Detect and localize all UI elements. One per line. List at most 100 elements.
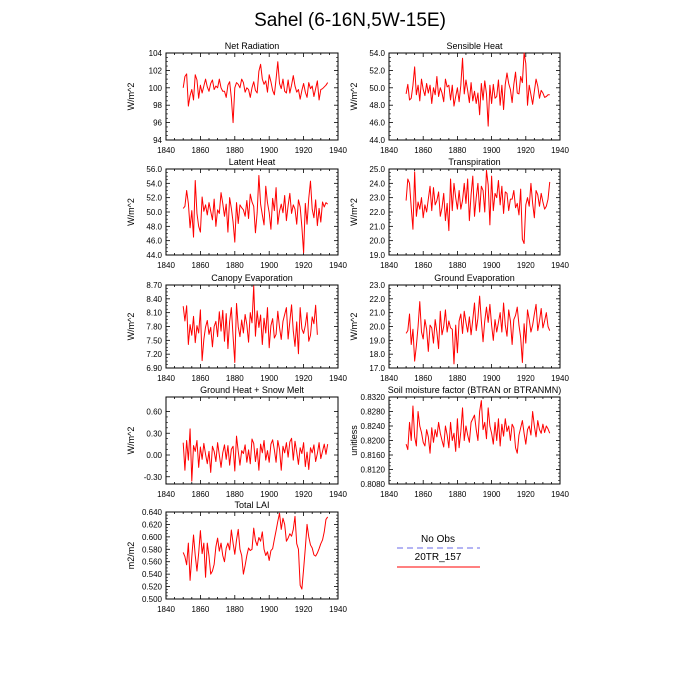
y-tick-label: 17.0 (369, 364, 385, 373)
y-tick-label: 0.560 (142, 558, 163, 567)
panel-title: Soil moisture factor (BTRAN or BTRANMN) (388, 385, 562, 395)
y-tick-label: 0.8080 (361, 480, 386, 489)
y-tick-label: 102 (149, 66, 163, 75)
x-tick-label: 1880 (226, 490, 244, 499)
x-tick-label: 1860 (414, 146, 432, 155)
y-tick-label: 0.8160 (361, 451, 386, 460)
y-tick-label: 7.20 (146, 350, 162, 359)
y-tick-label: 0.8280 (361, 408, 386, 417)
x-tick-label: 1940 (551, 261, 569, 270)
x-tick-label: 1880 (226, 146, 244, 155)
y-tick-label: 50.0 (369, 84, 385, 93)
x-tick-label: 1940 (551, 146, 569, 155)
panel-title: Latent Heat (229, 157, 276, 167)
x-tick-label: 1880 (449, 261, 467, 270)
y-tick-label: 8.70 (146, 281, 162, 290)
x-tick-label: 1860 (414, 374, 432, 383)
y-axis-label: W/m^2 (126, 198, 136, 226)
series-line-20tr-157 (182, 512, 329, 590)
x-tick-label: 1880 (226, 261, 244, 270)
y-tick-label: 100 (149, 84, 163, 93)
x-tick-label: 1900 (260, 146, 278, 155)
x-tick-label: 1920 (517, 490, 535, 499)
x-tick-label: 1940 (551, 374, 569, 383)
panel-title: Ground Heat + Snow Melt (200, 385, 304, 395)
y-tick-label: 6.90 (146, 364, 162, 373)
panel-transpiration: Transpiration W/m^2 1840 1860 1880 1900 1920 19… (349, 157, 569, 270)
y-axis-label: unitless (349, 425, 359, 456)
y-tick-label: 46.0 (146, 237, 162, 246)
y-tick-label: 0.620 (142, 520, 163, 529)
x-tick-label: 1900 (260, 605, 278, 614)
y-tick-label: 0.8200 (361, 437, 386, 446)
x-tick-label: 1900 (260, 490, 278, 499)
y-tick-label: 98 (153, 101, 162, 110)
y-tick-label: 94 (153, 136, 162, 145)
y-tick-label: 18.0 (369, 350, 385, 359)
x-tick-label: 1860 (192, 490, 210, 499)
figure-title: Sahel (6-16N,5W-15E) (254, 10, 446, 31)
y-axis-label: W/m^2 (349, 198, 359, 226)
legend-label-no-obs: No Obs (421, 534, 455, 545)
legend-label-20tr-157: 20TR_157 (415, 552, 462, 563)
y-tick-label: -0.30 (144, 473, 163, 482)
x-tick-label: 1920 (295, 490, 313, 499)
x-tick-label: 1860 (192, 261, 210, 270)
y-tick-label: 22.0 (369, 295, 385, 304)
x-tick-label: 1840 (157, 605, 175, 614)
panel-net-radiation: Net Radiation W/m^2 1840 1860 1880 1900 1920 19… (126, 41, 347, 155)
y-tick-label: 7.80 (146, 323, 162, 332)
series-line-20tr-157 (182, 428, 329, 482)
x-tick-label: 1840 (380, 490, 398, 499)
y-tick-label: 23.0 (369, 281, 385, 290)
y-tick-label: 52.0 (146, 194, 162, 203)
panels: Net Radiation W/m^2 1840 1860 1880 1900 1920 19… (126, 41, 569, 614)
plot-frame (165, 284, 339, 369)
y-tick-label: 8.40 (146, 295, 162, 304)
y-tick-label: 25.0 (369, 165, 385, 174)
x-tick-label: 1860 (192, 146, 210, 155)
y-tick-label: 0.30 (146, 429, 162, 438)
series-line-20tr-157 (182, 285, 318, 363)
y-tick-label: 8.10 (146, 309, 162, 318)
y-tick-label: 44.0 (146, 251, 162, 260)
panel-sensible-heat: Sensible Heat W/m^2 1840 1860 1880 1900 1920 19… (349, 41, 569, 155)
y-tick-label: 46.0 (369, 119, 385, 128)
x-tick-label: 1840 (380, 261, 398, 270)
y-tick-label: 0.500 (142, 595, 163, 604)
x-tick-label: 1920 (295, 146, 313, 155)
x-tick-label: 1840 (380, 146, 398, 155)
y-tick-label: 21.0 (369, 309, 385, 318)
x-tick-label: 1900 (483, 490, 501, 499)
panel-title: Ground Evaporation (434, 273, 515, 283)
plot-frame (165, 52, 339, 141)
x-tick-label: 1880 (226, 605, 244, 614)
x-tick-label: 1920 (295, 374, 313, 383)
series-line-20tr-157 (405, 400, 551, 454)
x-tick-label: 1880 (449, 374, 467, 383)
y-tick-label: 0.540 (142, 570, 163, 579)
y-tick-label: 44.0 (369, 136, 385, 145)
panel-title: Sensible Heat (446, 41, 503, 51)
y-tick-label: 54.0 (146, 179, 162, 188)
x-tick-label: 1880 (226, 374, 244, 383)
x-tick-label: 1840 (157, 374, 175, 383)
y-axis-label: W/m^2 (349, 83, 359, 111)
x-tick-label: 1940 (329, 146, 347, 155)
y-tick-label: 104 (149, 49, 163, 58)
y-tick-label: 96 (153, 119, 162, 128)
y-tick-label: 50.0 (146, 208, 162, 217)
x-tick-label: 1900 (483, 261, 501, 270)
x-tick-label: 1860 (414, 490, 432, 499)
x-tick-label: 1900 (260, 374, 278, 383)
x-tick-label: 1900 (483, 374, 501, 383)
x-tick-label: 1940 (329, 605, 347, 614)
y-axis-label: W/m^2 (126, 427, 136, 455)
y-tick-label: 0.8240 (361, 422, 386, 431)
series-line-20tr-157 (405, 169, 551, 245)
x-tick-label: 1880 (449, 490, 467, 499)
y-axis-label: W/m^2 (126, 313, 136, 341)
x-tick-label: 1940 (329, 261, 347, 270)
x-tick-label: 1920 (295, 605, 313, 614)
x-tick-label: 1840 (157, 490, 175, 499)
